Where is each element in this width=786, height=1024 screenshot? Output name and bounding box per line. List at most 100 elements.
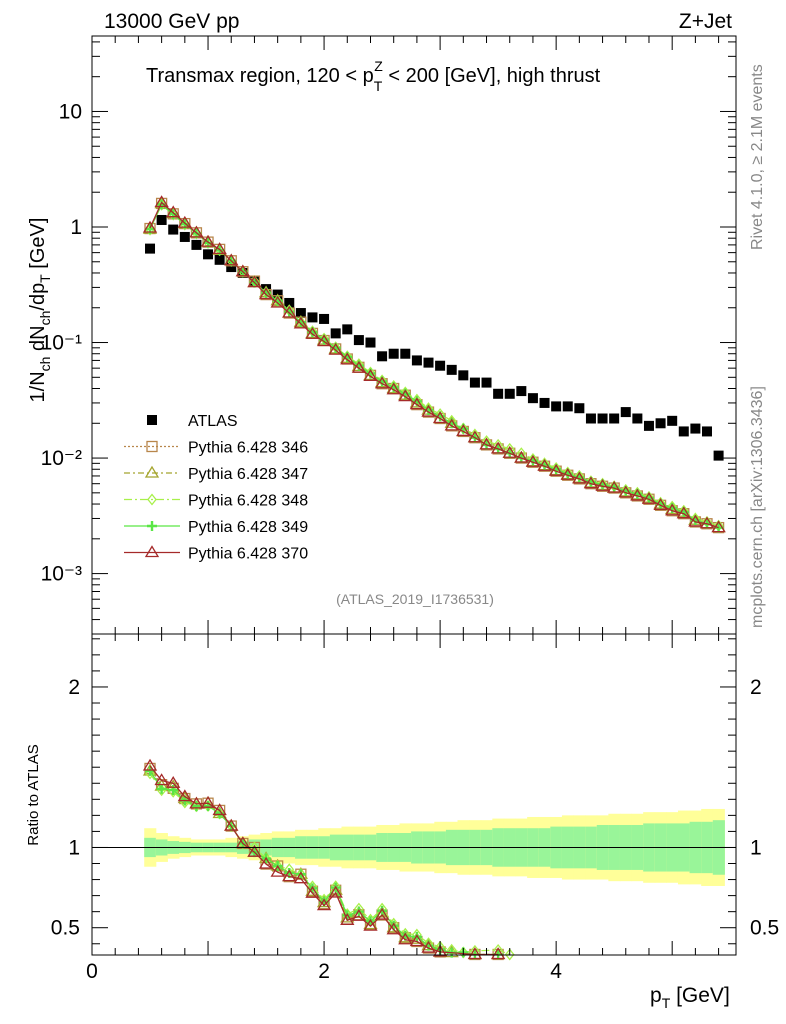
y-tick-label: 10⁻¹ [41,332,82,355]
series-atlas-point [620,407,631,418]
series-atlas-point [597,413,608,424]
series-pythia-6-428-370-point [374,376,390,389]
series-pythia-6-428-370-ratio-point [328,885,343,898]
series-pythia-6-428-349-point [156,199,167,210]
series-pythia-6-428-370-point [305,326,320,339]
plot-title: Transmax region, 120 < pTZ < 200 [GeV], … [146,58,601,94]
legend-label: Pythia 6.428 370 [188,546,308,563]
series-pythia-6-428-370-point [351,360,367,373]
series-atlas-point [203,249,214,260]
series-pythia-6-428-370-point [166,205,181,218]
series-pythia-6-428-370-ratio-point [305,885,320,898]
series-pythia-6-428-370-ratio-point [421,940,436,953]
series-pythia-6-428-370-point [711,520,726,533]
series-pythia-6-428-370-ratio-point [432,944,448,957]
series-pythia-6-428-370-ratio-point [293,871,309,884]
series-pythia-6-428-370-ratio [142,758,506,960]
ratio-tick-label-right: 0.5 [750,917,779,940]
series-pythia-6-428-370-point [177,215,192,228]
series-pythia-6-428-370-point [189,225,204,238]
legend-marker [147,493,157,506]
title-part-1: Transmax region, 120 < p [146,65,374,87]
series-pythia-6-428-370-ratio-point [200,795,216,808]
series-pythia-6-428-370-point [398,389,413,402]
legend-label: Pythia 6.428 349 [188,519,308,536]
energy-label: 13000 GeV pp [104,10,239,33]
series-pythia-6-428-370-point [409,397,425,410]
series-pythia-6-428-349-ratio-point [156,783,167,794]
series-pythia-6-428-370-point [514,450,529,463]
series-atlas-point [156,214,167,225]
ratio-series-layer [142,758,515,961]
series-pythia-6-428-370-point [525,454,541,467]
process-label: Z+Jet [679,10,732,33]
series-atlas-point [423,357,434,368]
series-atlas-point [458,370,469,381]
legend-marker [144,465,160,478]
title-part-2: < 200 [GeV], high thrust [383,65,601,87]
series-pythia-6-428-370-point [432,411,448,424]
ratio-tick-label-left: 2 [68,676,80,699]
series-atlas-point [574,403,585,414]
series-pythia-6-428-370-ratio-point [386,922,401,935]
series-pythia-6-428-370-point [154,195,169,208]
series-atlas-point [295,308,306,319]
series-pythia-6-428-370-ratio-point [490,947,506,960]
x-tick-label: 4 [550,960,562,983]
y-tick-label: 10⁻³ [41,563,82,586]
series-atlas-point [435,360,446,371]
main-series-layer [142,195,726,534]
series-pythia-6-428-370-point [247,275,262,288]
series-pythia-6-428-370-point [467,430,483,443]
series-atlas-point [330,328,341,339]
series-pythia-6-428-370-point [665,503,680,516]
series-atlas-point [469,377,480,388]
series-pythia-6-428-370-point [224,253,239,266]
series-pythia-6-428-370-point [595,479,610,491]
ratio-y-axis-label: Ratio to ATLAS [25,744,42,845]
series-pythia-6-428-370-ratio-point [316,898,332,911]
y-tick-label: 1 [70,216,82,239]
legend-label: Pythia 6.428 346 [188,440,308,457]
series-pythia-6-428-370-point [328,342,343,355]
series-atlas-point [678,426,689,437]
series-atlas-point [539,397,550,408]
title-sup: Z [374,58,383,74]
series-pythia-6-428-370-point [421,404,436,417]
series-atlas-point [667,415,678,426]
series-pythia-6-428-370 [142,195,726,533]
series-pythia-6-428-349-ratio-point [295,869,306,880]
series-pythia-6-428-370-point [641,491,657,504]
series-atlas-point [643,420,654,431]
legend-label: Pythia 6.428 347 [188,466,308,483]
ratio-tick-label-left: 0.5 [51,917,80,940]
series-pythia-6-428-370-ratio-point [224,818,239,831]
x-axis-label: pT [GeV] [650,984,730,1011]
series-pythia-6-428-370-point [282,305,297,318]
y-tick-label: 10⁻² [41,447,82,470]
ratio-tick-label-right: 1 [750,836,762,859]
series-atlas-point [411,355,422,366]
series-pythia-6-428-370-point [212,242,227,255]
series-pythia-6-428-370-point [502,446,517,458]
series-atlas-point [353,335,364,346]
series-atlas-point [388,348,399,359]
series-pythia-6-428-370-ratio-point [177,789,192,802]
series-pythia-6-428-370-point [142,220,158,233]
series-pythia-6-428-370-point [607,480,622,493]
series-atlas-point [377,351,388,362]
series-pythia-6-428-370-ratio-point [212,803,227,816]
series-pythia-6-428-370-point [444,418,459,431]
ratio-plot-frame [91,633,737,956]
series-atlas-point [446,364,457,375]
legend-marker [144,545,160,558]
series-pythia-6-428-349-ratio-point [191,801,202,812]
series-pythia-6-428-370-point [386,382,401,395]
series-atlas-point [400,348,411,359]
series-pythia-6-428-370-point [363,369,378,381]
series-atlas-point [690,423,701,434]
mcplots-label: mcplots.cern.ch [arXiv:1306.3436] [749,386,766,628]
series-pythia-6-428-370-point [537,458,552,471]
series-atlas-point [493,388,504,399]
series-pythia-6-428-348-point [168,208,179,221]
